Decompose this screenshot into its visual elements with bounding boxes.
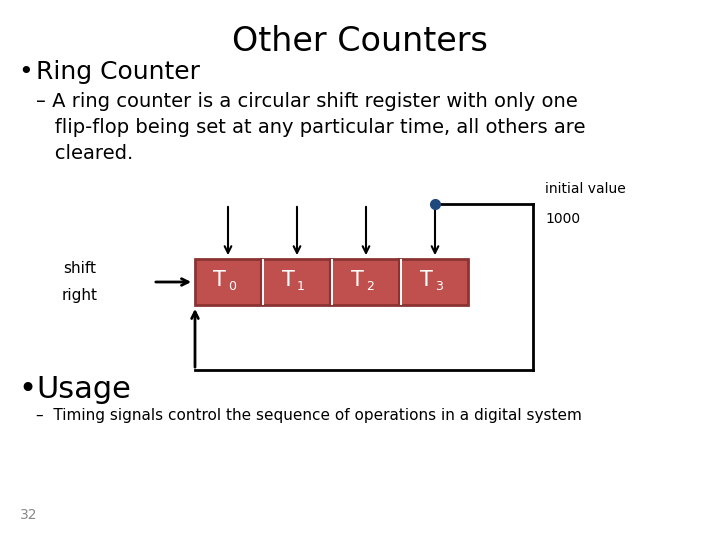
Text: – A ring counter is a circular shift register with only one: – A ring counter is a circular shift reg… [36,92,577,111]
Text: 2: 2 [366,280,374,293]
Text: 1: 1 [297,280,305,293]
Text: flip-flop being set at any particular time, all others are: flip-flop being set at any particular ti… [36,118,585,137]
Text: 3: 3 [435,280,443,293]
Bar [330,259,333,305]
Text: T: T [282,270,295,290]
Bar [195,259,468,305]
Bar [261,259,264,305]
Text: –  Timing signals control the sequence of operations in a digital system: – Timing signals control the sequence of… [36,408,582,423]
Text: Ring Counter: Ring Counter [36,60,200,84]
Text: 1000: 1000 [545,212,580,226]
Text: cleared.: cleared. [36,144,133,163]
Text: shift: shift [63,261,96,276]
Text: •: • [18,375,36,404]
Text: •: • [18,60,32,84]
Text: Other Counters: Other Counters [232,25,488,58]
Bar [399,259,402,305]
Text: T: T [213,270,226,290]
Text: initial value: initial value [545,182,626,196]
Text: right: right [62,288,98,303]
Text: T: T [351,270,364,290]
Text: 0: 0 [228,280,236,293]
Text: Usage: Usage [36,375,131,404]
Text: T: T [420,270,433,290]
Text: 32: 32 [20,508,37,522]
